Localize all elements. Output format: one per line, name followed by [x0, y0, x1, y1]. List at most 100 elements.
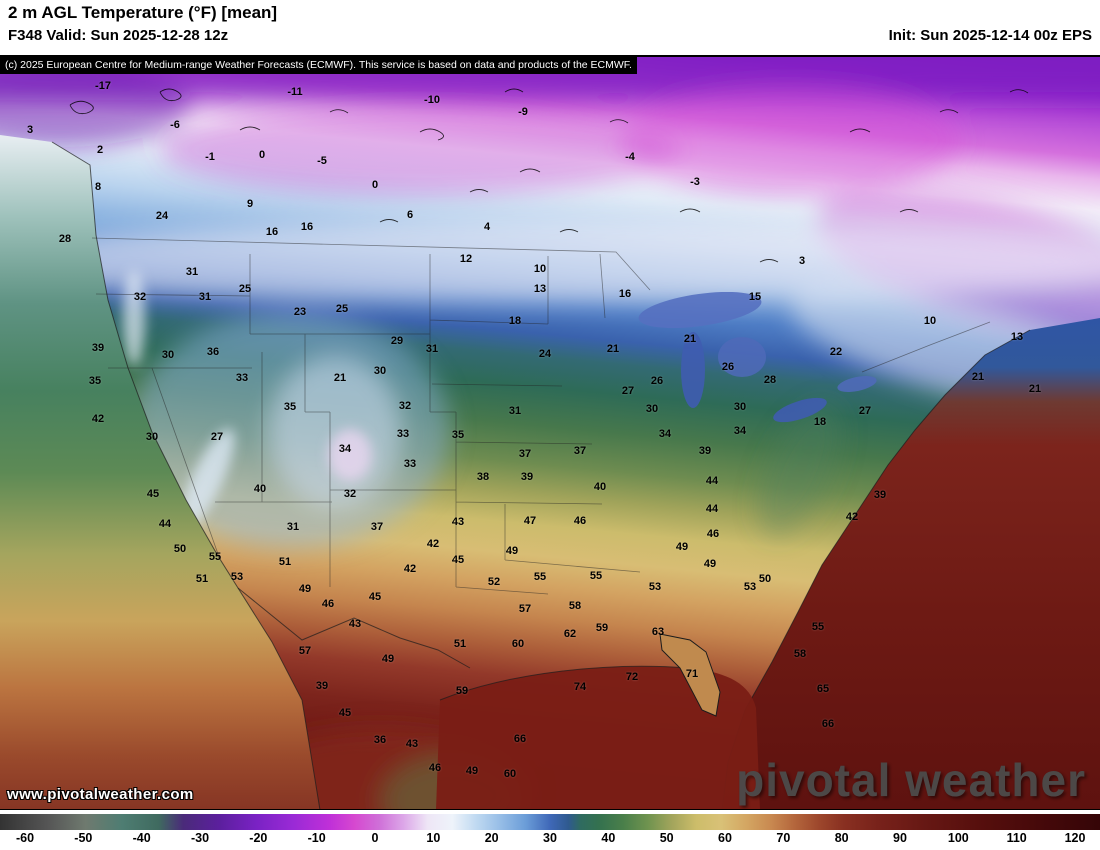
temperature-label: 30: [645, 403, 659, 415]
temperature-label: 40: [593, 481, 607, 493]
temperature-label: 39: [520, 471, 534, 483]
colorbar-tick-label: -40: [132, 831, 151, 845]
temperature-label: 31: [508, 405, 522, 417]
colorbar-tick-label: -10: [307, 831, 326, 845]
temperature-label: 58: [793, 648, 807, 660]
temperature-label: 43: [405, 738, 419, 750]
colorbar-gradient: [0, 814, 1100, 830]
temperature-label: 60: [511, 638, 525, 650]
temperature-label: 45: [368, 591, 382, 603]
temperature-label: 0: [371, 179, 379, 191]
temperature-label: -5: [317, 155, 327, 167]
temperature-label: 36: [206, 346, 220, 358]
temperature-label: 35: [283, 401, 297, 413]
temperature-label: 16: [618, 288, 632, 300]
valid-time-label: F348 Valid: Sun 2025-12-28 12z: [8, 27, 229, 44]
temperature-label: 59: [595, 622, 609, 634]
temperature-label: 45: [146, 488, 160, 500]
init-time-label: Init: Sun 2025-12-14 00z EPS: [888, 27, 1092, 44]
temperature-label: 51: [278, 556, 292, 568]
temperature-label: 24: [538, 348, 552, 360]
temperature-label: -1: [205, 151, 215, 163]
temperature-label: 28: [763, 374, 777, 386]
temperature-label: 37: [573, 445, 587, 457]
colorbar-tick-label: -20: [249, 831, 268, 845]
temperature-label: 55: [811, 621, 825, 633]
temperature-label: 46: [321, 598, 335, 610]
temperature-label: 43: [451, 516, 465, 528]
temperature-label: 37: [370, 521, 384, 533]
gulf-of-mexico: [436, 665, 760, 809]
colorbar-tick-label: -60: [15, 831, 35, 845]
temperature-label: -4: [625, 151, 635, 163]
mountain-cold-streaks: [123, 270, 372, 532]
temperature-label: 3: [26, 124, 34, 136]
temperature-label: 42: [845, 511, 859, 523]
pacific-ocean: [0, 135, 321, 809]
colorbar-tick-label: 120: [1064, 831, 1086, 845]
temperature-label: 72: [625, 671, 639, 683]
colorbar-tick-label: 80: [834, 831, 849, 845]
temperature-label: 42: [403, 563, 417, 575]
temperature-label: 39: [91, 342, 105, 354]
temperature-label: 44: [705, 503, 719, 515]
colorbar-tick-label: -50: [74, 831, 93, 845]
temperature-label: 27: [210, 431, 224, 443]
temperature-label: 21: [683, 333, 697, 345]
temperature-label: 39: [873, 489, 887, 501]
temperature-label: 53: [743, 581, 757, 593]
temperature-label: 12: [459, 253, 473, 265]
pivotal-weather-logo: pivotal weather: [736, 754, 1086, 806]
temperature-label: 30: [733, 401, 747, 413]
colorbar-tick-label: 70: [776, 831, 791, 845]
temperature-label: 60: [503, 768, 517, 780]
contour-squiggles: [69, 88, 1029, 263]
temperature-label: 21: [606, 343, 620, 355]
temperature-label: 42: [426, 538, 440, 550]
colorbar-tick-label: 20: [484, 831, 499, 845]
temperature-label: 49: [703, 558, 717, 570]
temperature-label: 49: [505, 545, 519, 557]
temperature-label: 3: [798, 255, 806, 267]
temperature-label: -6: [170, 119, 180, 131]
temperature-label: 16: [265, 226, 279, 238]
temperature-label: 33: [396, 428, 410, 440]
temperature-label: 43: [348, 618, 362, 630]
temperature-label: 13: [1010, 331, 1024, 343]
florida-peninsula: [659, 633, 721, 717]
colorbar-tick-label: 40: [601, 831, 616, 845]
temperature-label: 47: [523, 515, 537, 527]
temperature-label: 46: [706, 528, 720, 540]
temperature-label: 0: [258, 149, 266, 161]
temperature-label: 74: [573, 681, 587, 693]
temperature-label: 57: [518, 603, 532, 615]
temperature-label: 49: [298, 583, 312, 595]
temperature-label: 45: [451, 554, 465, 566]
temperature-label: 18: [508, 315, 522, 327]
temperature-label: 25: [238, 283, 252, 295]
great-lakes: [638, 291, 877, 423]
temperature-label: 35: [451, 429, 465, 441]
temperature-label: 62: [563, 628, 577, 640]
colorbar: -60 -50 -40 -30 -20 -10 0 10 20 30 40 50 60 70 80 90 100…: [0, 811, 1100, 850]
temperature-label: 34: [733, 425, 747, 437]
colorbar-ticks: -60 -50 -40 -30 -20 -10 0 10 20 30 40 50 60 70 80 90 100…: [16, 831, 1085, 848]
temperature-label: 51: [453, 638, 467, 650]
temperature-label: 28: [58, 233, 72, 245]
temperature-label: 59: [455, 685, 469, 697]
website-watermark: www.pivotalweather.com: [7, 786, 194, 803]
temperature-label: 63: [651, 626, 665, 638]
temperature-label: -10: [424, 94, 440, 106]
temperature-label: 31: [185, 266, 199, 278]
temperature-label: 33: [403, 458, 417, 470]
temperature-label: 44: [705, 475, 719, 487]
temperature-label: 53: [230, 571, 244, 583]
colorbar-tick-label: 50: [659, 831, 674, 845]
temperature-label: 6: [406, 209, 414, 221]
forecast-meta: F348 Valid: Sun 2025-12-28 12z Init: Sun…: [0, 23, 1100, 44]
temperature-label: 66: [821, 718, 835, 730]
temperature-labels: -17 -11 -10 -9 3 -6 2 -1 0 -5 -4 0 -3 8 9 6 24 4 16 16 28 12 1…: [0, 57, 1100, 809]
temperature-label: 31: [198, 291, 212, 303]
temperature-label: 13: [533, 283, 547, 295]
